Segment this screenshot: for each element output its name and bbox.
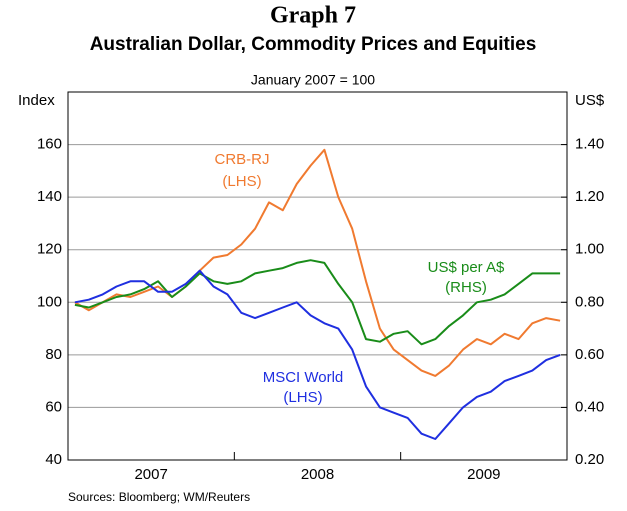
y2-tick-label: 1.40 [575, 136, 604, 153]
y2-tick-label: 0.80 [575, 293, 604, 310]
series-label: MSCI World [263, 369, 344, 386]
series-note: (LHS) [222, 173, 261, 190]
y-tick-label: 40 [45, 451, 62, 468]
series-line [74, 269, 561, 440]
y2-axis-label: US$ [575, 92, 605, 109]
x-tick-label: 2008 [301, 466, 334, 483]
series-label: US$ per A$ [428, 259, 505, 276]
series-label: CRB-RJ [215, 151, 270, 168]
series-note: (LHS) [283, 389, 322, 406]
y-tick-label: 80 [45, 346, 62, 363]
y2-tick-label: 0.60 [575, 346, 604, 363]
chart-title: Graph 7 [270, 3, 356, 29]
y-tick-label: 120 [37, 241, 62, 258]
x-tick-label: 2009 [467, 466, 500, 483]
y2-tick-label: 1.00 [575, 241, 604, 258]
y2-tick-label: 0.40 [575, 398, 604, 415]
y2-tick-label: 0.20 [575, 451, 604, 468]
y2-tick-label: 1.20 [575, 188, 604, 205]
y-tick-label: 160 [37, 136, 62, 153]
y-tick-label: 60 [45, 398, 62, 415]
plot-frame [67, 91, 568, 461]
source: Sources: Bloomberg; WM/Reuters [68, 490, 250, 504]
chart-note: January 2007 = 100 [251, 72, 375, 88]
series-line [74, 148, 561, 377]
series-line [74, 259, 561, 346]
x-tick-label: 2007 [134, 466, 167, 483]
y-axis-label: Index [18, 92, 55, 109]
series-note: (RHS) [445, 279, 487, 296]
y-tick-label: 140 [37, 188, 62, 205]
chart-subtitle: Australian Dollar, Commodity Prices and … [90, 34, 537, 55]
y-tick-label: 100 [37, 293, 62, 310]
